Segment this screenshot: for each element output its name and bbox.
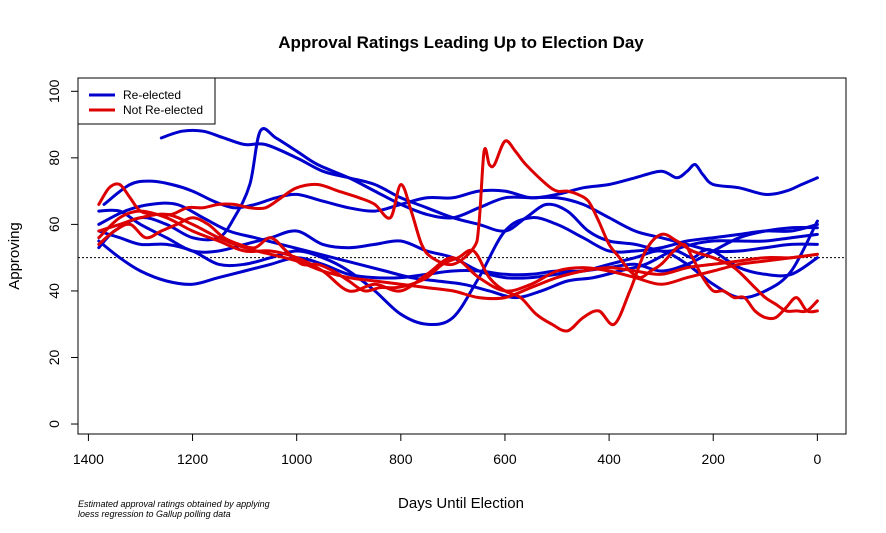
x-tick-label: 200 <box>702 451 726 467</box>
series-line-not-re-elected-11 <box>97 209 819 293</box>
y-tick-label: 60 <box>46 216 62 232</box>
series-line-re-elected-1 <box>159 128 819 278</box>
x-tick-label: 1400 <box>73 451 104 467</box>
y-tick-label: 0 <box>46 420 62 428</box>
series-group <box>97 127 819 333</box>
x-tick-label: 800 <box>389 451 413 467</box>
y-tick-label: 20 <box>46 349 62 365</box>
legend-label-not-re-elected: Not Re-elected <box>123 103 203 117</box>
x-tick-label: 600 <box>493 451 517 467</box>
chart-title: Approval Ratings Leading Up to Election … <box>278 33 644 52</box>
series-line-not-re-elected-10 <box>97 212 819 301</box>
legend-label-re-elected: Re-elected <box>123 88 181 102</box>
y-axis: 0 20 40 60 80 100 <box>46 79 79 428</box>
y-axis-label: Approving <box>6 222 23 290</box>
y-tick-label: 100 <box>46 79 62 103</box>
x-tick-label: 1200 <box>177 451 208 467</box>
legend-box <box>77 77 216 125</box>
series-line-re-elected-4 <box>97 216 819 327</box>
series-line-re-elected-6 <box>97 201 819 300</box>
y-tick-label: 80 <box>46 150 62 166</box>
series-line-not-re-elected-9 <box>97 216 819 333</box>
series-line-re-elected-7 <box>102 163 819 213</box>
footnote: Estimated approval ratings obtained by a… <box>78 499 270 519</box>
x-tick-label: 400 <box>597 451 621 467</box>
y-tick-label: 40 <box>46 283 62 299</box>
x-tick-label: 1000 <box>281 451 312 467</box>
series-line-not-re-elected-8 <box>97 139 819 321</box>
x-axis: 1400 1200 1000 800 600 400 200 0 <box>73 433 821 467</box>
legend: Re-elected Not Re-elected <box>77 77 216 125</box>
x-axis-label: Days Until Election <box>398 495 524 512</box>
series-line-re-elected-5 <box>97 219 819 300</box>
x-tick-label: 0 <box>813 451 821 467</box>
